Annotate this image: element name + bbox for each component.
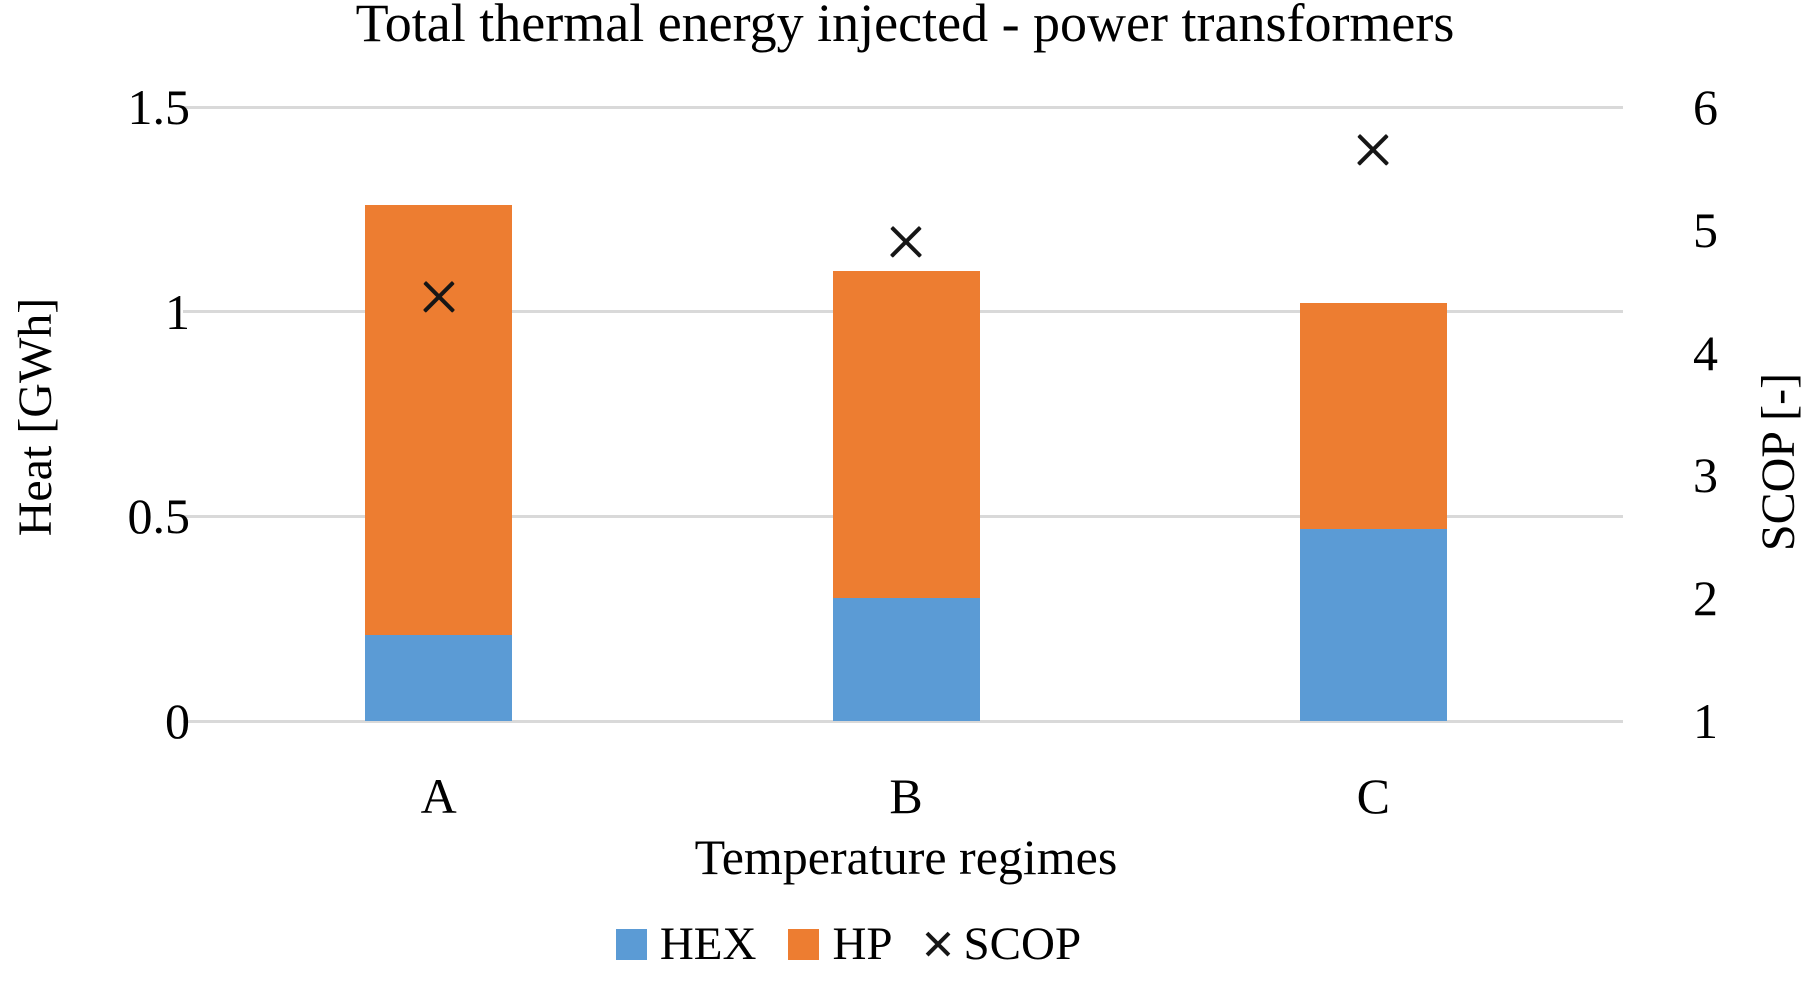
category-label-b: B bbox=[889, 768, 923, 824]
right-axis-tick-label: 2 bbox=[1693, 570, 1718, 627]
left-axis-tick-label: 0 bbox=[165, 693, 190, 749]
legend-label-scop: SCOP bbox=[963, 918, 1082, 970]
bar-segment-hp-c bbox=[1299, 303, 1447, 529]
gridline bbox=[183, 105, 1623, 109]
scop-marker-a bbox=[424, 282, 454, 312]
legend-item-hp: HP bbox=[788, 916, 893, 972]
scop-marker-c bbox=[1358, 135, 1388, 165]
right-axis-tick-label: 5 bbox=[1693, 201, 1718, 258]
chart-title: Total thermal energy injected - power tr… bbox=[355, 0, 1455, 53]
hp-swatch-icon bbox=[788, 928, 820, 960]
x-marker-icon bbox=[925, 931, 951, 957]
left-axis-tick-label: 0.5 bbox=[127, 488, 191, 545]
bar-segment-hp-b bbox=[832, 270, 980, 599]
hex-swatch-icon bbox=[615, 928, 647, 960]
right-axis-tick-label: 3 bbox=[1693, 447, 1718, 504]
right-axis-tick-label: 4 bbox=[1693, 324, 1718, 381]
legend-label-hex: HEX bbox=[659, 918, 757, 970]
category-label-a: A bbox=[420, 768, 457, 824]
right-axis-tick-label: 6 bbox=[1693, 79, 1718, 135]
left-axis-title: Heat [GWh] bbox=[9, 297, 62, 537]
x-axis-title: Temperature regimes bbox=[694, 829, 1118, 885]
legend: HEX HP SCOP bbox=[0, 916, 1754, 972]
gridline bbox=[183, 719, 1623, 723]
right-axis-tick-label: 1 bbox=[1693, 693, 1718, 749]
left-axis-tick-label: 1 bbox=[165, 283, 190, 340]
left-axis-tick-label: 1.5 bbox=[127, 79, 191, 135]
bar-segment-hex-b bbox=[832, 598, 980, 721]
legend-label-hp: HP bbox=[832, 918, 893, 970]
legend-item-scop: SCOP bbox=[925, 916, 1082, 972]
bar-segment-hex-a bbox=[365, 635, 513, 721]
category-label-c: C bbox=[1356, 768, 1390, 824]
legend-item-hex: HEX bbox=[615, 916, 757, 972]
bar-segment-hex-c bbox=[1299, 528, 1447, 721]
scop-marker-b bbox=[891, 227, 921, 257]
right-axis-title: SCOP [-] bbox=[1752, 372, 1805, 552]
bar-segment-hp-a bbox=[365, 205, 513, 636]
